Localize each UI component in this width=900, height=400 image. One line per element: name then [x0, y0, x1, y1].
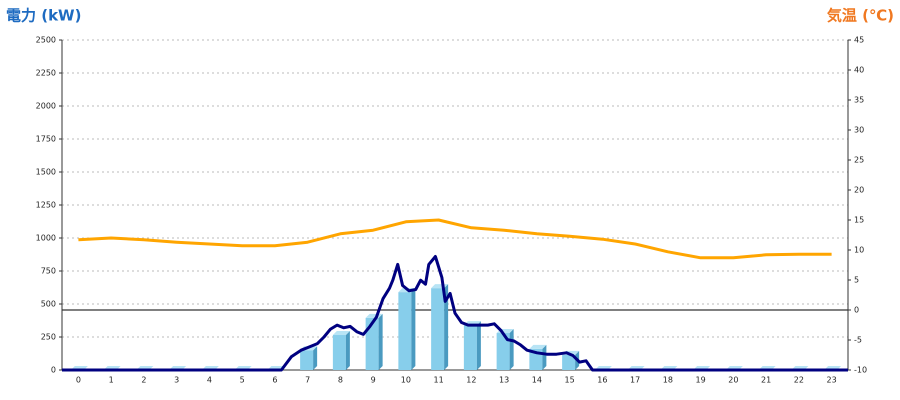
- x-tick-label: 18: [663, 376, 673, 385]
- y2-tick-label: -10: [854, 366, 867, 375]
- bar-side: [378, 313, 383, 370]
- x-tick-label: 3: [174, 376, 179, 385]
- y2-tick-label: 5: [854, 276, 859, 285]
- y-tick-label: 0: [51, 366, 56, 375]
- y2-axis-label: 気温 (℃): [827, 7, 894, 25]
- y-tick-label: 750: [41, 267, 56, 276]
- x-tick-label: 6: [272, 376, 277, 385]
- y-tick-label: 1750: [36, 135, 56, 144]
- y-tick-label: 500: [41, 300, 56, 309]
- y2-tick-label: 20: [854, 186, 864, 195]
- y2-tick-label: 15: [854, 216, 864, 225]
- line: [62, 255, 848, 372]
- y2-tick-label: 45: [854, 36, 864, 45]
- x-tick-label: 22: [794, 376, 804, 385]
- bar: [496, 333, 510, 370]
- y-tick-label: 2500: [36, 36, 56, 45]
- bar: [365, 317, 379, 370]
- y-tick-label: 1250: [36, 201, 56, 210]
- bar-side: [313, 346, 318, 370]
- x-tick-label: 13: [499, 376, 509, 385]
- x-tick-label: 23: [827, 376, 837, 385]
- x-tick-label: 20: [728, 376, 738, 385]
- bar: [431, 288, 445, 370]
- x-tick-label: 0: [76, 376, 81, 385]
- bar: [398, 292, 412, 370]
- bar: [332, 335, 346, 370]
- y-tick-label: 250: [41, 333, 56, 342]
- x-tick-label: 17: [630, 376, 640, 385]
- x-tick-label: 11: [434, 376, 444, 385]
- bar-side: [542, 344, 547, 370]
- x-tick-label: 9: [371, 376, 376, 385]
- y2-tick-label: 30: [854, 126, 864, 135]
- y-tick-label: 2250: [36, 69, 56, 78]
- y2-tick-label: 0: [854, 306, 859, 315]
- bar-side: [411, 288, 416, 370]
- x-tick-label: 12: [466, 376, 476, 385]
- x-tick-label: 5: [240, 376, 245, 385]
- bar-side: [444, 284, 449, 370]
- bar: [463, 325, 477, 370]
- bar: [300, 350, 314, 370]
- x-tick-label: 21: [761, 376, 771, 385]
- bar-top: [332, 331, 350, 336]
- y2-tick-label: -5: [854, 336, 862, 345]
- bar-side: [345, 331, 350, 370]
- x-tick-label: 8: [338, 376, 343, 385]
- y-tick-label: 1000: [36, 234, 56, 243]
- x-tick-label: 10: [401, 376, 411, 385]
- line: [78, 218, 832, 260]
- y2-tick-label: 10: [854, 246, 864, 255]
- x-tick-label: 15: [565, 376, 575, 385]
- bar-side: [509, 329, 514, 370]
- x-tick-label: 4: [207, 376, 212, 385]
- bar-top: [529, 344, 547, 349]
- y2-tick-label: 40: [854, 66, 864, 75]
- bar-side: [476, 321, 481, 370]
- bar: [562, 354, 576, 370]
- y-tick-label: 1500: [36, 168, 56, 177]
- y2-tick-label: 35: [854, 96, 864, 105]
- x-tick-label: 14: [532, 376, 542, 385]
- x-tick-label: 2: [141, 376, 146, 385]
- x-tick-label: 7: [305, 376, 310, 385]
- x-tick-label: 1: [109, 376, 114, 385]
- y2-tick-label: 25: [854, 156, 864, 165]
- y-tick-label: 2000: [36, 102, 56, 111]
- y-axis-label: 電力 (kW): [6, 7, 81, 25]
- x-tick-label: 19: [696, 376, 706, 385]
- x-tick-label: 16: [597, 376, 607, 385]
